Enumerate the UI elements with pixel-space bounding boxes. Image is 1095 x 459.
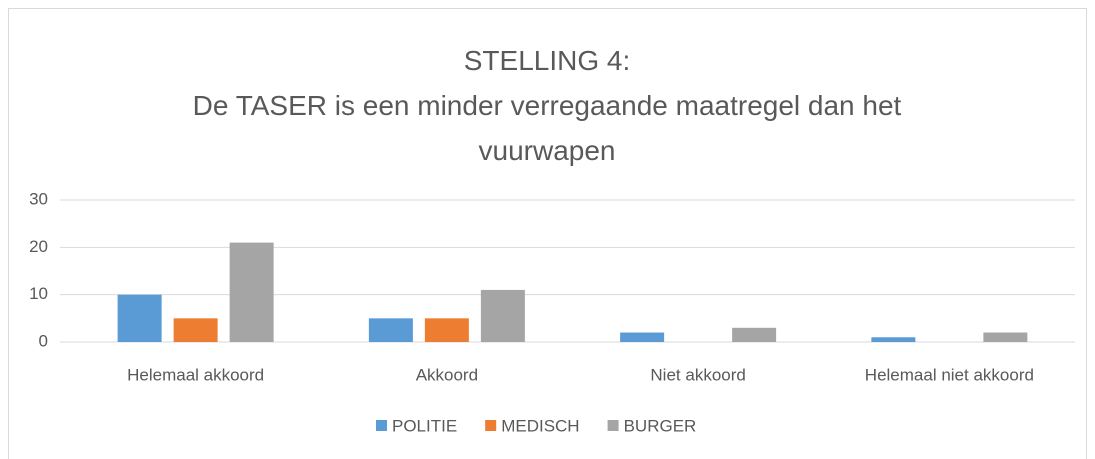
bar xyxy=(424,318,469,342)
bar xyxy=(173,318,218,342)
title-line: De TASER is een minder verregaande maatr… xyxy=(192,90,902,166)
legend-label: MEDISCH xyxy=(501,416,579,435)
title-line: STELLING 4: xyxy=(463,45,631,76)
chart-frame xyxy=(8,8,1087,459)
bar xyxy=(368,318,413,342)
legend-swatch xyxy=(485,420,497,431)
x-tick-label: Helemaal niet akkoord xyxy=(865,365,1034,384)
chart-title: STELLING 4: De TASER is een minder verre… xyxy=(147,38,947,173)
bar xyxy=(620,332,665,342)
legend-swatch xyxy=(607,420,619,431)
bar xyxy=(732,327,777,342)
legend-label: BURGER xyxy=(624,416,697,435)
bar xyxy=(117,294,162,342)
x-tick-label: Helemaal akkoord xyxy=(127,365,264,384)
bar xyxy=(871,337,916,342)
legend-label: POLITIE xyxy=(392,416,457,435)
y-tick-label: 10 xyxy=(29,284,48,303)
y-tick-label: 20 xyxy=(29,237,48,256)
x-tick-label: Niet akkoord xyxy=(650,365,745,384)
legend-swatch xyxy=(376,420,387,431)
y-tick-label: 0 xyxy=(39,331,48,350)
bar xyxy=(229,242,274,342)
x-tick-label: Akkoord xyxy=(416,365,478,384)
y-tick-label: 30 xyxy=(29,189,48,208)
bar xyxy=(480,289,525,342)
bar xyxy=(983,332,1028,342)
